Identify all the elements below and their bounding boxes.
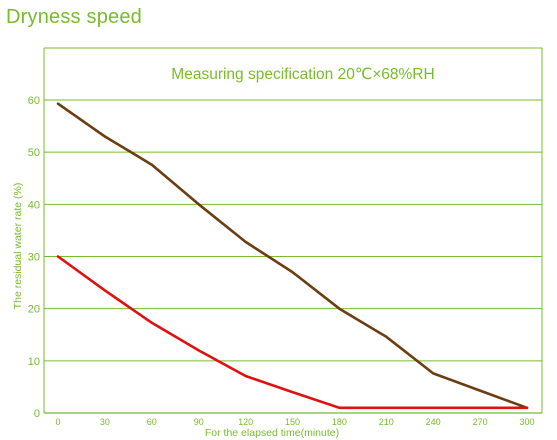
series-lines bbox=[56, 102, 529, 410]
x-tick-label: 120 bbox=[238, 417, 253, 427]
y-axis-label: The residual water rate (%) bbox=[12, 183, 24, 310]
series-line-2 bbox=[56, 255, 529, 410]
x-tick-label: 270 bbox=[473, 417, 488, 427]
y-tick-label: 30 bbox=[28, 252, 40, 264]
y-tick-label: 40 bbox=[28, 199, 40, 211]
x-tick-label: 300 bbox=[519, 417, 534, 427]
x-tick-label: 90 bbox=[194, 417, 204, 427]
x-tick-label: 180 bbox=[332, 417, 347, 427]
y-tick-label: 20 bbox=[28, 304, 40, 316]
series-line-1 bbox=[56, 102, 529, 410]
axes bbox=[43, 47, 543, 414]
page-title: Dryness speed bbox=[6, 6, 142, 28]
x-tick-label: 0 bbox=[55, 417, 60, 427]
y-tick-label: 50 bbox=[28, 147, 40, 159]
x-axis-label: For the elapsed time(minute) bbox=[205, 427, 339, 439]
y-tick-label: 10 bbox=[28, 356, 40, 368]
y-tick-labels: 0 10 20 30 40 50 60 bbox=[28, 95, 40, 420]
x-tick-label: 60 bbox=[147, 417, 157, 427]
y-tick-label: 60 bbox=[28, 95, 40, 107]
x-tick-label: 210 bbox=[379, 417, 394, 427]
x-tick-label: 240 bbox=[426, 417, 441, 427]
x-tick-labels: 0 30 60 90 120 150 180 210 240 270 300 bbox=[55, 417, 534, 427]
chart-subtitle: Measuring specification 20℃×68%RH bbox=[171, 66, 434, 83]
x-tick-label: 150 bbox=[285, 417, 300, 427]
x-tick-label: 30 bbox=[100, 417, 110, 427]
y-tick-label: 0 bbox=[34, 408, 40, 420]
grid-lines bbox=[44, 99, 542, 362]
